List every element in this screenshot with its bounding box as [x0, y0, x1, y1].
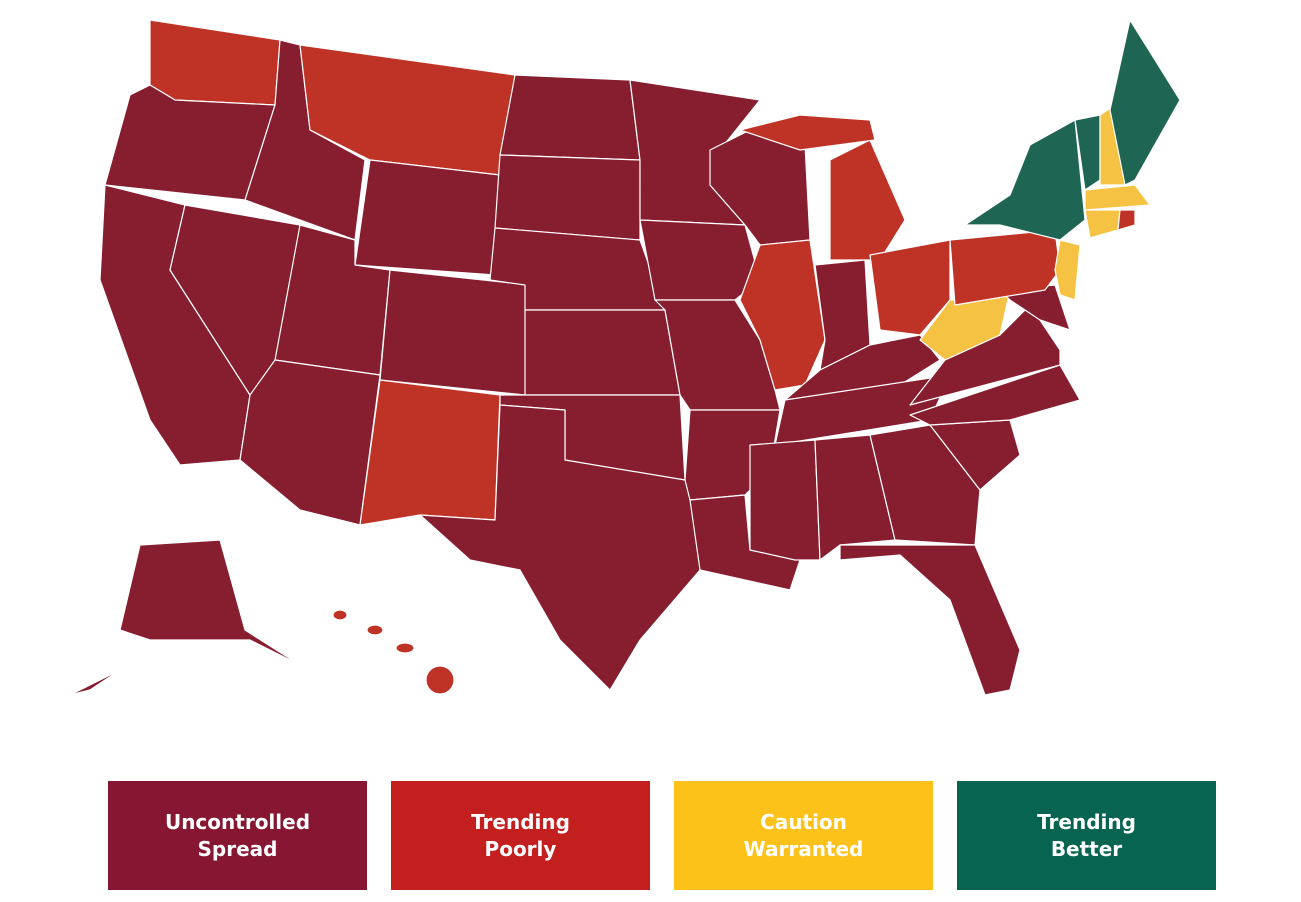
- us-map: [69, 19, 1181, 696]
- state: [332, 609, 348, 621]
- state: [909, 364, 1081, 426]
- legend-label: Caution Warranted: [743, 809, 864, 861]
- state: [964, 119, 1086, 241]
- state: [1109, 19, 1181, 186]
- state: [395, 642, 415, 654]
- state: [354, 159, 501, 276]
- state: [749, 439, 821, 561]
- state: [839, 544, 1021, 696]
- state: [119, 539, 301, 666]
- state: [829, 139, 906, 261]
- state: [69, 649, 151, 696]
- state: [814, 434, 896, 561]
- state: [499, 74, 641, 161]
- state: [639, 219, 761, 301]
- states: [69, 19, 1181, 696]
- legend-item: Trending Better: [957, 781, 1216, 890]
- state: [366, 624, 384, 636]
- state: [1054, 239, 1081, 301]
- state: [425, 665, 455, 695]
- state: [379, 269, 531, 396]
- state: [359, 379, 501, 526]
- state: [239, 359, 381, 526]
- legend-label: Trending Poorly: [471, 809, 570, 861]
- state: [419, 404, 701, 691]
- state: [524, 309, 681, 396]
- legend-item: Trending Poorly: [391, 781, 650, 890]
- state: [739, 114, 876, 151]
- state: [494, 154, 641, 241]
- state: [1084, 209, 1121, 239]
- state: [149, 19, 281, 106]
- state: [739, 239, 826, 391]
- legend-label: Uncontrolled Spread: [164, 809, 311, 861]
- state: [1084, 184, 1151, 211]
- legend-label: Trending Better: [1037, 809, 1136, 861]
- state: [869, 239, 951, 336]
- state: [1117, 209, 1136, 231]
- legend-item: Uncontrolled Spread: [108, 781, 367, 890]
- legend-item: Caution Warranted: [674, 781, 933, 890]
